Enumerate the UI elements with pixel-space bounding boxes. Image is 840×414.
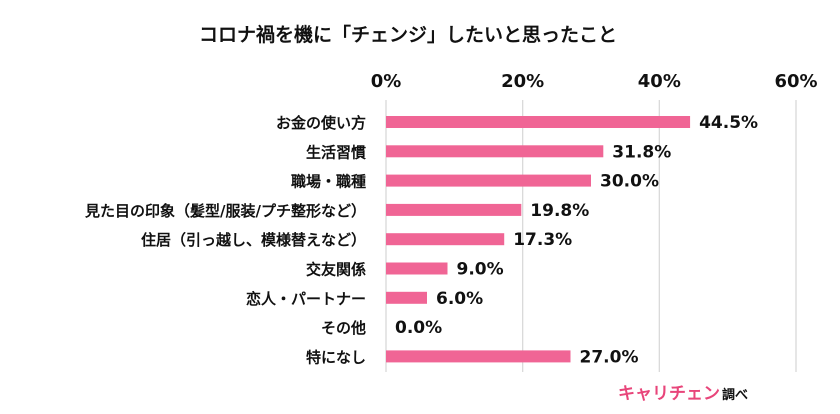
- source-brand-logo: キャリチェン: [618, 384, 720, 404]
- x-tick-label: 40%: [638, 71, 681, 92]
- source-credit: キャリチェン 調べ: [618, 384, 748, 404]
- x-tick-label: 20%: [501, 71, 544, 92]
- category-label: 見た目の印象（髪型/服装/プチ整形など）: [84, 202, 366, 220]
- source-suffix: 調べ: [722, 387, 748, 403]
- data-label: 27.0%: [580, 347, 639, 367]
- data-label: 44.5%: [699, 113, 758, 133]
- x-tick-label: 0%: [371, 71, 402, 92]
- category-label: 生活習慣: [306, 143, 366, 161]
- data-label: 9.0%: [457, 260, 504, 280]
- bar: [386, 233, 505, 246]
- data-label: 6.0%: [436, 289, 483, 309]
- bar: [386, 174, 591, 187]
- bar: [386, 262, 448, 275]
- data-label: 17.3%: [513, 230, 572, 250]
- category-label: 交友関係: [306, 261, 366, 279]
- bar: [386, 203, 522, 216]
- data-labels: 44.5% 31.8% 30.0% 19.8% 17.3% 9.0% 6.0% 0.0% 27.…: [395, 113, 758, 367]
- category-label: 住居（引っ越し、模様替えなど）: [141, 231, 366, 249]
- category-label: その他: [321, 319, 366, 337]
- bar: [386, 145, 604, 158]
- x-axis-ticks: 0% 20% 40% 60%: [371, 71, 818, 92]
- x-tick-label: 60%: [774, 71, 817, 92]
- data-label: 30.0%: [600, 172, 659, 192]
- bar: [386, 291, 427, 304]
- data-label: 31.8%: [612, 142, 671, 162]
- category-label: お金の使い方: [276, 114, 366, 132]
- category-label: 特になし: [306, 348, 366, 366]
- category-label: 職場・職種: [291, 173, 366, 191]
- data-label: 19.8%: [530, 201, 589, 221]
- bars: [386, 116, 691, 363]
- chart-title: コロナ禍を機に「チェンジ」したいと思ったこと: [199, 23, 617, 46]
- bar: [386, 350, 571, 363]
- category-label: 恋人・パートナー: [246, 290, 366, 308]
- data-label: 0.0%: [395, 318, 442, 338]
- bar: [386, 116, 691, 128]
